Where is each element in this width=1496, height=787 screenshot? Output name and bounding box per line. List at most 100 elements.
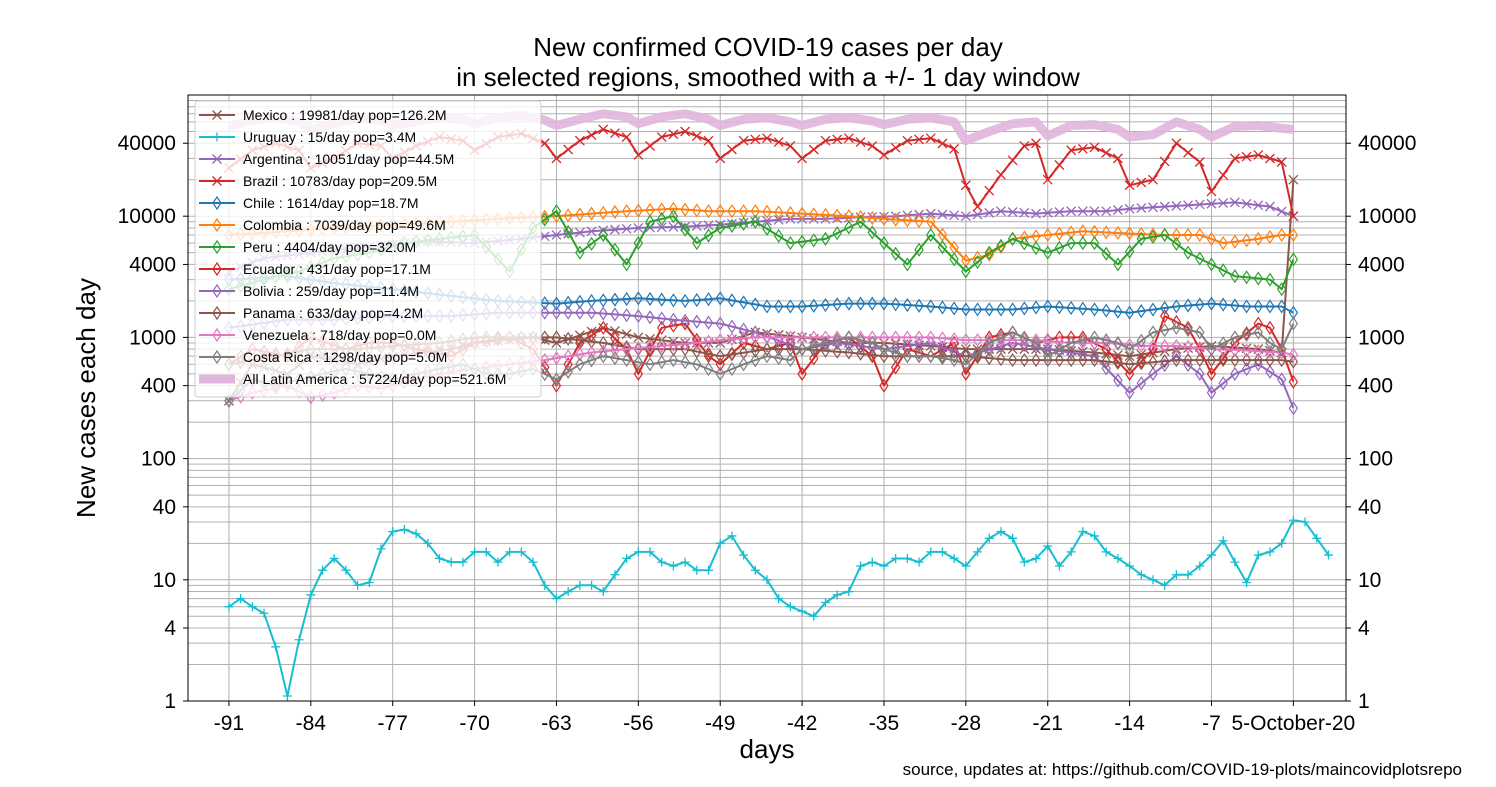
x-marker xyxy=(1066,206,1077,217)
diamond-marker xyxy=(1206,231,1217,247)
diamond-marker xyxy=(703,334,714,349)
x-marker xyxy=(1265,153,1275,164)
diamond-marker xyxy=(1253,271,1263,286)
diamond-marker xyxy=(785,330,796,345)
diamond-marker xyxy=(972,250,983,265)
diamond-marker xyxy=(961,357,971,372)
diamond-marker xyxy=(902,213,913,228)
x-marker xyxy=(645,333,655,344)
x-marker xyxy=(960,211,971,222)
tick-layer: -91 -84 -77 -70 -63 -56 -49 -42 -35 -28 -21 -14 -7 5-… xyxy=(118,132,1417,735)
diamond-marker xyxy=(1113,335,1123,351)
series-1 xyxy=(224,515,1333,701)
x-marker xyxy=(668,222,679,232)
y-tick-label-left: 10000 xyxy=(118,205,176,228)
diamond-marker xyxy=(668,352,679,368)
chart-subtitle: in selected regions, smoothed with a +/-… xyxy=(456,62,1080,92)
x-marker xyxy=(1194,157,1205,167)
diamond-marker xyxy=(1089,335,1100,351)
x-marker xyxy=(621,132,632,142)
plus-marker xyxy=(902,553,912,563)
x-marker xyxy=(773,214,784,225)
diamond-marker xyxy=(692,314,702,329)
diamond-marker xyxy=(1019,352,1030,368)
diamond-marker xyxy=(961,264,971,279)
x-tick-label: -77 xyxy=(378,712,408,735)
x-marker xyxy=(762,133,772,144)
diamond-marker xyxy=(996,330,1006,345)
diamond-marker xyxy=(1171,352,1182,368)
diamond-marker xyxy=(598,335,608,351)
diamond-marker xyxy=(598,205,608,220)
plus-marker xyxy=(727,531,737,541)
plus-marker xyxy=(914,557,924,567)
diamond-marker xyxy=(914,298,924,313)
diamond-marker xyxy=(1031,333,1041,348)
x-marker xyxy=(1112,205,1123,215)
diamond-marker xyxy=(1195,325,1205,340)
plus-marker xyxy=(329,553,339,563)
plus-marker xyxy=(680,557,690,567)
diamond-marker xyxy=(1195,341,1205,356)
x-marker xyxy=(855,137,866,148)
x-tick-label: -91 xyxy=(214,712,244,735)
diamond-marker xyxy=(867,225,877,240)
diamond-marker xyxy=(844,220,854,235)
diamond-marker xyxy=(1113,354,1123,369)
plus-marker xyxy=(949,553,959,563)
plus-marker xyxy=(598,587,608,597)
diamond-marker xyxy=(715,349,725,364)
diamond-marker xyxy=(972,346,983,361)
diamond-marker xyxy=(212,217,222,233)
diamond-marker xyxy=(633,366,644,381)
x-marker xyxy=(762,215,772,226)
plus-marker xyxy=(774,594,784,604)
diamond-marker xyxy=(563,357,573,372)
plus-marker xyxy=(1230,557,1240,567)
plus-marker xyxy=(294,635,304,645)
diamond-marker xyxy=(738,295,749,310)
x-marker xyxy=(820,135,831,146)
diamond-marker xyxy=(212,305,222,321)
diamond-marker xyxy=(984,302,994,317)
diamond-marker xyxy=(1031,335,1041,351)
diamond-marker xyxy=(785,205,796,221)
y-axis-label: New cases each day xyxy=(71,278,101,518)
diamond-marker xyxy=(1218,352,1228,368)
x-marker xyxy=(1089,142,1100,153)
diamond-marker xyxy=(1124,385,1135,400)
diamond-marker xyxy=(715,204,725,219)
plus-marker xyxy=(891,553,901,563)
diamond-marker xyxy=(1159,323,1170,338)
diamond-marker xyxy=(844,330,854,345)
diamond-marker xyxy=(1148,325,1158,340)
plus-marker xyxy=(341,565,351,575)
diamond-marker xyxy=(890,360,901,375)
plus-marker xyxy=(692,565,702,575)
diamond-marker xyxy=(984,245,994,260)
x-marker xyxy=(1101,147,1112,158)
diamond-marker xyxy=(1171,227,1182,243)
diamond-marker xyxy=(890,246,901,261)
plus-marker xyxy=(715,538,725,548)
x-marker xyxy=(937,138,948,149)
y-tick-label-left: 100 xyxy=(141,448,176,471)
plus-marker xyxy=(856,561,866,571)
diamond-marker xyxy=(680,293,690,308)
diamond-marker xyxy=(1183,245,1193,260)
plus-marker xyxy=(540,580,550,590)
plus-marker xyxy=(1171,570,1181,580)
x-marker xyxy=(1042,207,1053,218)
diamond-marker xyxy=(1195,251,1205,266)
plus-marker xyxy=(1113,553,1123,563)
diamond-marker xyxy=(844,337,854,352)
diamond-marker xyxy=(785,337,796,353)
diamond-marker xyxy=(645,214,655,229)
diamond-marker xyxy=(855,338,866,354)
diamond-marker xyxy=(785,299,796,314)
diamond-marker xyxy=(844,345,854,360)
diamond-marker xyxy=(563,224,573,240)
diamond-marker xyxy=(914,330,924,345)
plus-marker xyxy=(1101,547,1111,557)
x-marker xyxy=(843,133,854,144)
